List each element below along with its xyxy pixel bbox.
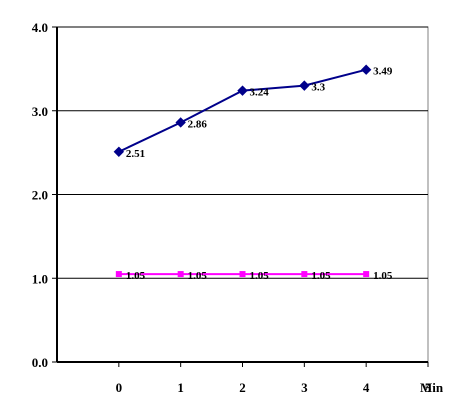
series-0-label-2: 3.24 xyxy=(250,87,270,99)
x-tick-label-1: 1 xyxy=(177,380,184,395)
x-tick-label-2: 2 xyxy=(239,380,246,395)
x-tick-label-0: 0 xyxy=(116,380,123,395)
y-tick-label-3: 3.0 xyxy=(32,104,48,119)
series-1-label-0: 1.05 xyxy=(126,270,146,282)
series-1-point-4 xyxy=(363,271,370,278)
y-axis-ticks: 0.0 1.0 2.0 3.0 4.0 xyxy=(32,20,57,370)
series-0-point-0 xyxy=(113,146,125,157)
y-tick-label-2: 2.0 xyxy=(32,188,48,203)
series-1-point-0 xyxy=(115,271,122,278)
series-1-point-2 xyxy=(239,271,246,278)
series-0-point-3 xyxy=(299,80,310,91)
series-0-label-0: 2.51 xyxy=(126,148,145,160)
series-1-label-2: 1.05 xyxy=(250,270,270,282)
x-axis-unit: Min xyxy=(420,380,444,395)
series-0-point-2 xyxy=(237,85,248,96)
y-tick-label-4: 4.0 xyxy=(32,20,48,35)
series-0-point-4 xyxy=(360,64,372,75)
series-1-label-4: 1.05 xyxy=(373,270,393,282)
x-tick-label-3: 3 xyxy=(301,380,308,395)
y-tick-label-1: 1.0 xyxy=(32,271,48,286)
x-axis-ticks: 0 1 2 3 4 5 xyxy=(116,362,432,395)
y-tick-label-0: 0.0 xyxy=(32,355,48,370)
series-1-label-3: 1.05 xyxy=(311,270,331,282)
series-0-label-1: 2.86 xyxy=(188,118,208,130)
series-0-label-3: 3.3 xyxy=(311,82,325,94)
series-1-label-1: 1.05 xyxy=(188,270,208,282)
series-0-label-4: 3.49 xyxy=(373,66,393,78)
x-tick-label-4: 4 xyxy=(363,380,370,395)
series-1-point-1 xyxy=(177,271,184,278)
series-group: 2.51 2.86 3.24 3.3 3.49 1.05 1.05 1.05 1.05 1.05 xyxy=(113,64,393,282)
x-tick-label-5: 5 xyxy=(425,380,432,395)
series-1-point-3 xyxy=(301,271,308,278)
gridlines xyxy=(57,26,428,279)
series-0-point-1 xyxy=(175,117,186,128)
